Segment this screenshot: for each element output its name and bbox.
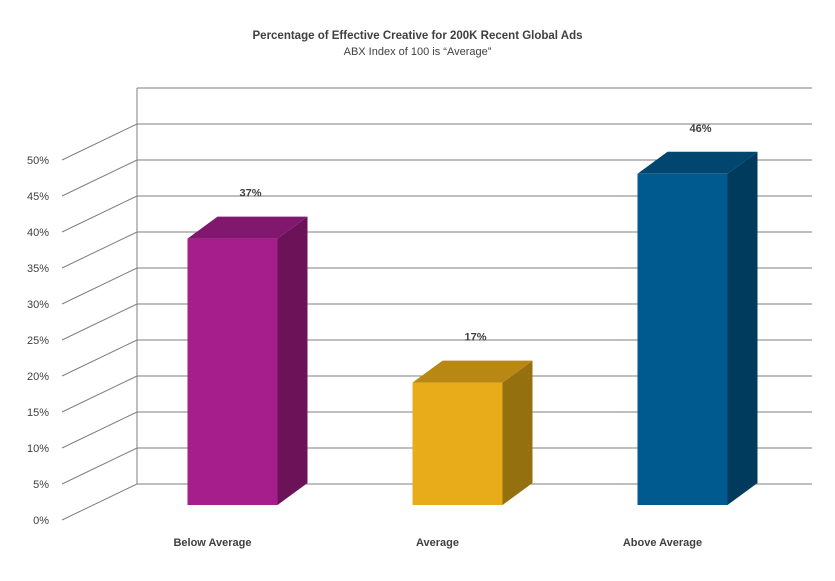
- bar-side: [277, 216, 308, 505]
- bar-average: [412, 360, 533, 505]
- data-label: 17%: [464, 332, 486, 344]
- gridline-side: [61, 339, 138, 377]
- bars: [187, 151, 758, 506]
- x-axis-categories: Below Average Average Above Average: [173, 537, 702, 549]
- bar-front: [637, 173, 728, 506]
- y-tick-label: 35%: [27, 263, 49, 275]
- bar-top: [637, 151, 758, 174]
- y-tick-label: 15%: [27, 407, 49, 419]
- gridline-side: [61, 303, 138, 341]
- x-category-label: Average: [416, 537, 459, 549]
- y-tick-label: 5%: [33, 479, 49, 491]
- gridline-side: [61, 195, 138, 233]
- bar-top: [412, 360, 533, 383]
- bar-above-average: [637, 151, 758, 506]
- data-label: 37%: [239, 188, 261, 200]
- y-tick-label: 25%: [27, 335, 49, 347]
- chart-title: Percentage of Effective Creative for 200…: [252, 30, 583, 42]
- y-tick-label: 0%: [33, 515, 49, 527]
- bar-top: [187, 216, 308, 239]
- y-axis-ticks: 0% 5% 10% 15% 20% 25% 30% 35% 40% 45% 50%: [27, 155, 49, 527]
- y-tick-label: 45%: [27, 191, 49, 203]
- gridline-side: [61, 123, 138, 161]
- x-category-label: Above Average: [623, 537, 702, 549]
- data-label: 46%: [689, 123, 711, 135]
- bar-front: [412, 382, 503, 505]
- y-tick-label: 20%: [27, 371, 49, 383]
- y-tick-label: 50%: [27, 155, 49, 167]
- gridline-side: [61, 231, 138, 269]
- bar-front: [187, 238, 278, 505]
- gridline-side: [61, 483, 138, 521]
- y-tick-label: 30%: [27, 299, 49, 311]
- y-tick-label: 10%: [27, 443, 49, 455]
- bar-below-average: [187, 216, 308, 505]
- gridline-side: [61, 375, 138, 413]
- bar-side: [502, 360, 533, 505]
- x-category-label: Below Average: [173, 537, 251, 549]
- gridline-side: [61, 411, 138, 449]
- bar-side: [727, 151, 758, 506]
- gridline-side: [61, 447, 138, 485]
- y-tick-label: 40%: [27, 227, 49, 239]
- data-labels: 37% 17% 46%: [239, 123, 711, 344]
- chart-subtitle: ABX Index of 100 is “Average”: [343, 46, 492, 58]
- gridline-side: [61, 267, 138, 305]
- gridline-side: [61, 159, 138, 197]
